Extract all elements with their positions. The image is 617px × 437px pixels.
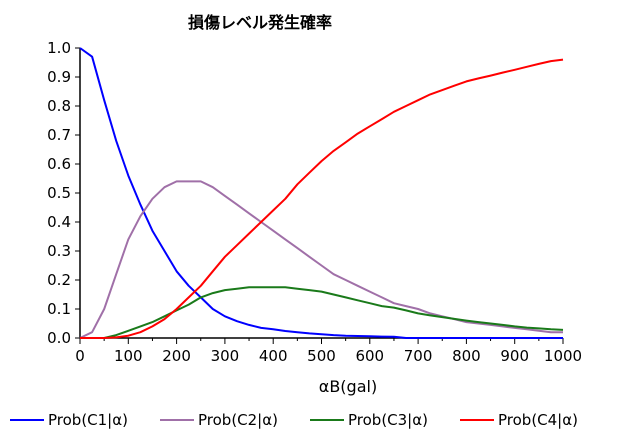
y-tick-label: 0.8: [47, 97, 71, 115]
y-tick-label: 0.9: [47, 68, 71, 86]
x-tick-label: 500: [307, 347, 336, 365]
x-tick-label: 300: [211, 347, 240, 365]
x-tick-label: 600: [355, 347, 384, 365]
plot-area: 0.0 0.1 0.2 0.3 0.4 0.5 0.6 0.7 0.8 0.9 1.0 0 100 200…: [47, 39, 582, 365]
series-line-3: [80, 286, 564, 339]
x-tick-label: 0: [75, 347, 85, 365]
x-tick-label: 700: [404, 347, 433, 365]
x-tick-label: 800: [452, 347, 481, 365]
y-tick-label: 1.0: [47, 39, 71, 57]
legend-label-1: Prob(C1|α): [48, 411, 128, 429]
y-tick-label: 0.6: [47, 155, 71, 173]
legend: Prob(C1|α) Prob(C2|α) Prob(C3|α) Prob(C4|α): [10, 411, 578, 429]
y-tick-label: 0.3: [47, 242, 71, 260]
series-line-2: [79, 180, 563, 339]
x-tick-label: 1000: [544, 347, 582, 365]
series-line-4: [80, 58, 564, 339]
x-tick-label: 200: [162, 347, 191, 365]
y-tick-label: 0.5: [47, 184, 71, 202]
legend-label-4: Prob(C4|α): [498, 411, 578, 429]
legend-label-3: Prob(C3|α): [348, 411, 428, 429]
x-tick-label: 400: [259, 347, 288, 365]
y-tick-label: 0.7: [47, 126, 71, 144]
y-tick-label: 0.2: [47, 271, 71, 289]
x-tick-label: 100: [114, 347, 143, 365]
series-line-1: [79, 47, 563, 339]
y-tick-label: 0.4: [47, 213, 71, 231]
x-tick-label: 900: [500, 347, 529, 365]
y-tick-label: 0.1: [47, 300, 71, 318]
legend-label-2: Prob(C2|α): [198, 411, 278, 429]
chart-title: 損傷レベル発生確率: [188, 13, 332, 32]
y-tick-label: 0.0: [47, 329, 71, 347]
x-axis-label: αB(gal): [319, 377, 377, 396]
